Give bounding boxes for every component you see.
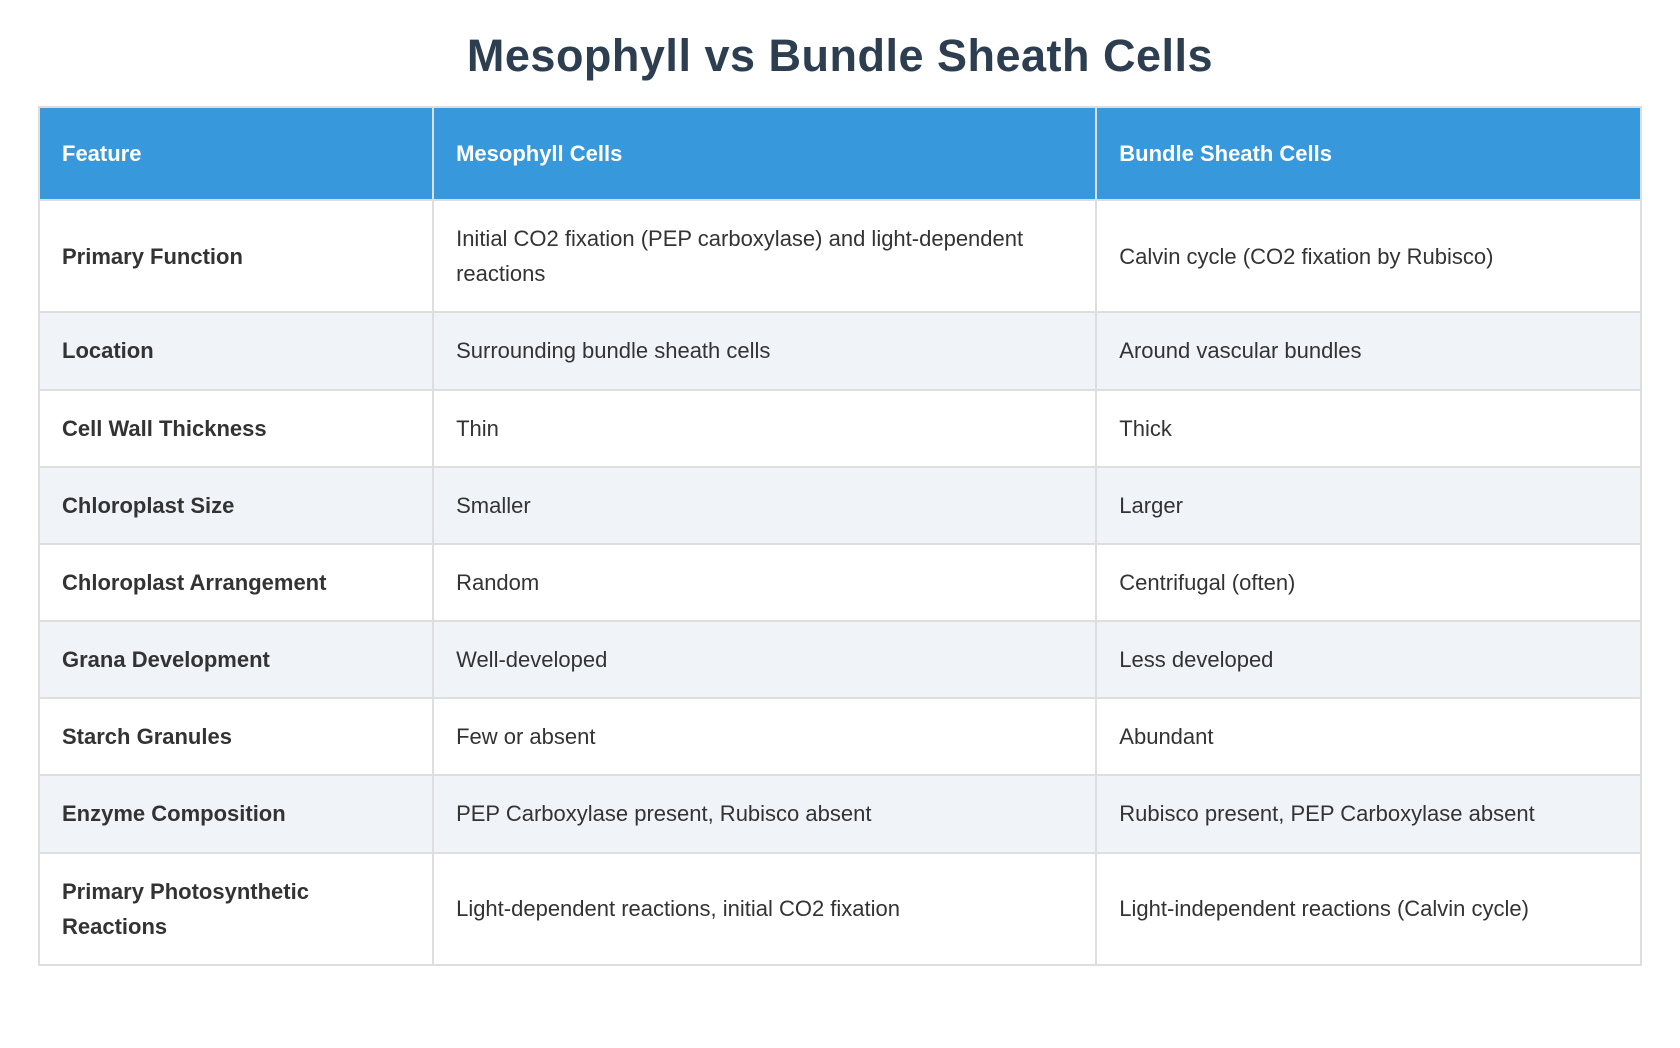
mesophyll-cell: Surrounding bundle sheath cells <box>432 311 1098 391</box>
bundle-sheath-cell: Less developed <box>1095 620 1642 700</box>
table-row: Starch Granules Few or absent Abundant <box>37 697 1642 777</box>
feature-cell: Starch Granules <box>37 697 435 777</box>
feature-cell: Primary Function <box>37 198 435 314</box>
mesophyll-cell: Well-developed <box>432 620 1098 700</box>
feature-cell: Cell Wall Thickness <box>37 388 435 468</box>
feature-cell: Chloroplast Size <box>37 465 435 545</box>
table-row: Enzyme Composition PEP Carboxylase presen… <box>37 774 1642 854</box>
table-row: Location Surrounding bundle sheath cells A… <box>37 311 1642 391</box>
table-row: Grana Development Well-developed Less deve… <box>37 620 1642 700</box>
bundle-sheath-cell: Thick <box>1095 388 1642 468</box>
column-header-mesophyll-cells: Mesophyll Cells <box>432 105 1098 201</box>
bundle-sheath-cell: Rubisco present, PEP Carboxylase absent <box>1095 774 1642 854</box>
feature-cell: Enzyme Composition <box>37 774 435 854</box>
table-row: Chloroplast Arrangement Random Centrifugal… <box>37 542 1642 623</box>
table-row: Chloroplast Size Smaller Larger <box>37 465 1642 545</box>
bundle-sheath-cell: Light-independent reactions (Calvin cycl… <box>1095 851 1642 967</box>
table-row: Primary Function Initial CO2 fixation (PE… <box>37 198 1642 314</box>
column-header-bundle-sheath-cells: Bundle Sheath Cells <box>1095 105 1642 201</box>
comparison-table: Feature Mesophyll Cells Bundle Sheath Ce… <box>37 105 1642 967</box>
feature-cell: Primary Photosynthetic Reactions <box>37 851 435 967</box>
page-title: Mesophyll vs Bundle Sheath Cells <box>466 30 1214 81</box>
bundle-sheath-cell: Abundant <box>1095 697 1642 777</box>
page: Mesophyll vs Bundle Sheath Cells Feature… <box>37 30 1642 967</box>
table-row: Primary Photosynthetic Reactions Light-de… <box>37 851 1642 967</box>
bundle-sheath-cell: Around vascular bundles <box>1095 311 1642 391</box>
mesophyll-cell: Light-dependent reactions, initial CO2 f… <box>432 851 1098 967</box>
bundle-sheath-cell: Centrifugal (often) <box>1095 542 1642 623</box>
feature-cell: Chloroplast Arrangement <box>37 542 435 623</box>
table-body: Primary Function Initial CO2 fixation (PE… <box>37 198 1642 967</box>
mesophyll-cell: Thin <box>432 388 1098 468</box>
mesophyll-cell: Smaller <box>432 465 1098 545</box>
table-row: Cell Wall Thickness Thin Thick <box>37 388 1642 468</box>
table-header-row: Feature Mesophyll Cells Bundle Sheath Ce… <box>37 105 1642 201</box>
column-header-feature: Feature <box>37 105 435 201</box>
feature-cell: Grana Development <box>37 620 435 700</box>
mesophyll-cell: Initial CO2 fixation (PEP carboxylase) a… <box>432 198 1098 314</box>
feature-cell: Location <box>37 311 435 391</box>
mesophyll-cell: PEP Carboxylase present, Rubisco absent <box>432 774 1098 854</box>
bundle-sheath-cell: Calvin cycle (CO2 fixation by Rubisco) <box>1095 198 1642 314</box>
mesophyll-cell: Few or absent <box>432 697 1098 777</box>
bundle-sheath-cell: Larger <box>1095 465 1642 545</box>
mesophyll-cell: Random <box>432 542 1098 623</box>
